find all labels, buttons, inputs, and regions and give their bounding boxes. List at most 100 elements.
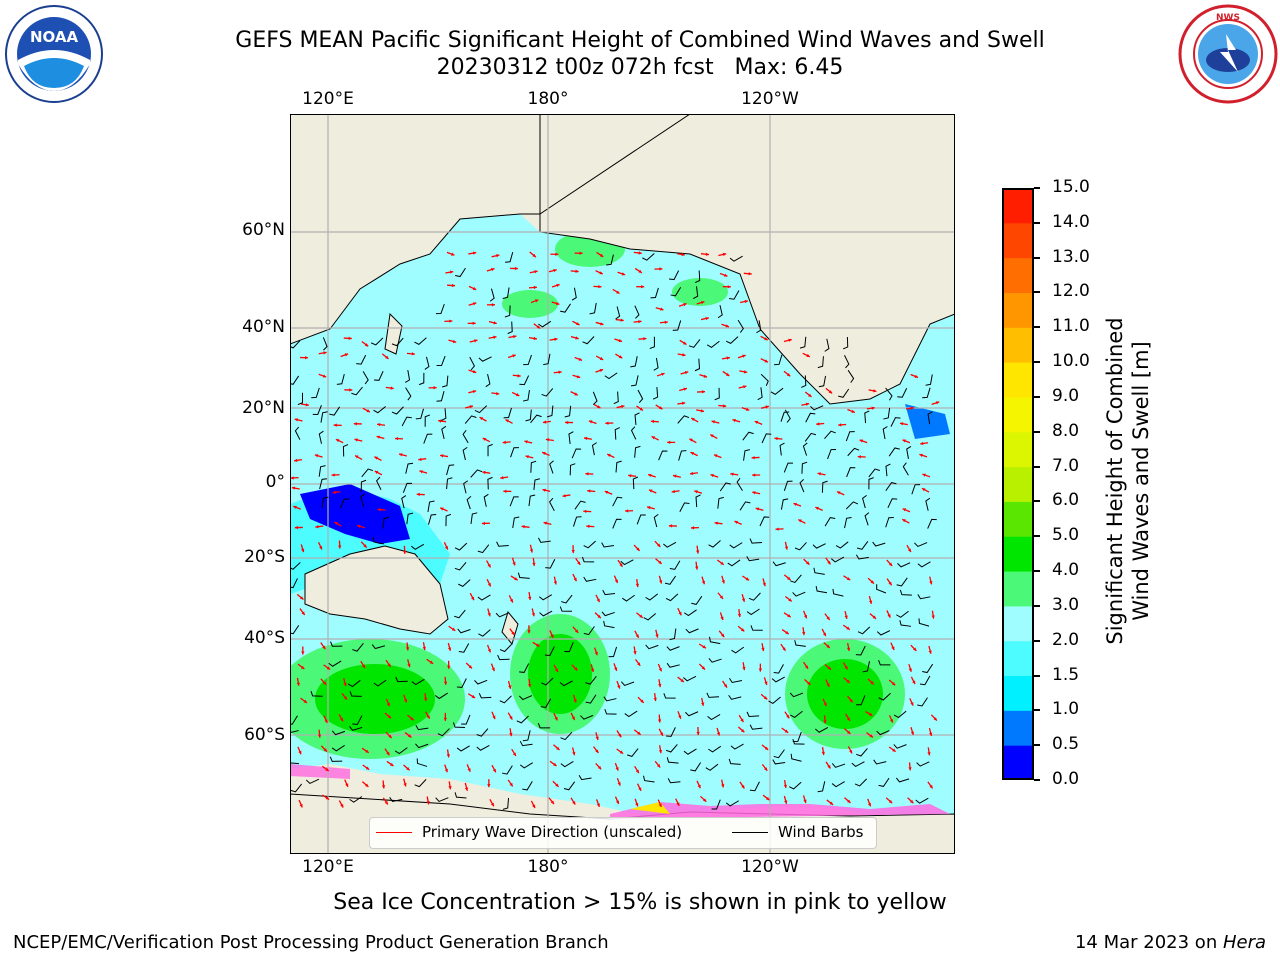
wind-barb (790, 710, 803, 719)
wind-barb (883, 407, 891, 420)
wind-barb (361, 468, 374, 478)
wave-arrow-head (426, 715, 430, 719)
wave-arrow-head (786, 373, 791, 377)
wave-arrow-head (586, 524, 590, 529)
wave-arrow-head (464, 787, 469, 791)
wave-arrow-head (322, 645, 326, 650)
wind-barb (545, 558, 556, 569)
wave-arrow-head (429, 660, 434, 664)
wave-arrow-head (553, 762, 557, 766)
wave-arrow-head (512, 354, 516, 358)
wind-barb (405, 387, 412, 401)
wind-barb (585, 675, 597, 685)
wave-arrow-head (509, 599, 513, 603)
wave-arrow-head (891, 681, 896, 686)
wind-barb (538, 537, 551, 543)
wave-arrow-head (487, 648, 491, 653)
wind-barb (483, 493, 489, 507)
wave-arrow-head (720, 561, 724, 565)
wind-barb (653, 513, 659, 528)
wave-arrow-head (648, 473, 652, 478)
wave-arrow-head (493, 321, 497, 325)
wave-arrow-head (333, 423, 337, 427)
wave-arrow-head (376, 435, 381, 439)
wind-barb (391, 337, 404, 347)
wind-barb (783, 480, 793, 491)
wave-arrow-head (836, 491, 841, 495)
wave-arrow-head (487, 582, 491, 587)
wind-barb (509, 496, 519, 507)
wind-barb (507, 321, 513, 335)
wind-barb (725, 800, 739, 807)
wind-barb (832, 588, 844, 597)
wave-arrow-head (553, 581, 558, 585)
wave-arrow-head (576, 322, 580, 326)
wave-arrow-head (536, 325, 541, 329)
wave-arrow-head (621, 272, 626, 276)
wave-arrow-head (902, 519, 906, 523)
wave-arrow-head (440, 507, 444, 511)
wind-barb (835, 541, 849, 549)
wind-barb (318, 465, 326, 477)
sea-ice-antarctic (610, 802, 950, 819)
wave-arrow-head (490, 802, 494, 807)
wind-barb (578, 774, 592, 781)
wind-barb (478, 693, 492, 699)
wind-barb (917, 594, 931, 600)
wave-arrow-head (681, 252, 685, 257)
wave-arrow-head (658, 683, 662, 688)
wave-arrow-head (784, 546, 789, 550)
wave-arrow-head (635, 583, 640, 588)
wave-arrow-head (534, 270, 538, 274)
wind-barb (844, 516, 852, 529)
colorbar-segment (1002, 745, 1034, 781)
wind-barb (679, 502, 690, 512)
wind-barb (615, 306, 621, 320)
wind-barb (445, 513, 452, 527)
wave-arrow-head (844, 615, 848, 619)
wind-barb (541, 388, 554, 397)
wave-arrow-head (579, 251, 583, 255)
wind-barb (770, 387, 784, 395)
wind-barb (918, 618, 930, 627)
wave-arrow-head (614, 579, 618, 583)
wind-barb (876, 584, 887, 594)
wind-barb (669, 560, 681, 570)
wave-arrow-head (823, 720, 827, 724)
wave-arrow-head (448, 786, 452, 790)
wave-arrow-head (325, 796, 330, 800)
wind-barb (854, 778, 868, 787)
wave-arrow-head (868, 600, 873, 604)
wave-arrow-head (574, 629, 579, 633)
lat-label-0: 0° (265, 472, 285, 492)
wind-barb (878, 660, 891, 666)
colorbar-tick-label: 1.0 (1052, 699, 1080, 720)
wave-arrow-head (531, 612, 536, 617)
colorbar-tick-label: 11.0 (1052, 316, 1090, 337)
wind-barb (632, 476, 639, 490)
wave-arrow-head (594, 651, 598, 656)
wave-arrow-head (491, 267, 495, 272)
wave-arrow-head (872, 615, 877, 619)
wind-barb (902, 462, 909, 476)
wave-arrow-head (542, 488, 546, 492)
wave-arrow-head (596, 598, 600, 603)
wave-arrow-head (788, 338, 792, 342)
wind-barb (601, 611, 615, 617)
wind-barb (711, 799, 721, 810)
wind-barb (612, 518, 622, 529)
nws-logo: NWS (1178, 4, 1278, 104)
wind-barb (478, 629, 491, 637)
wind-barb (458, 643, 470, 653)
wave-arrow-head (503, 489, 507, 493)
wave-arrow-head (682, 341, 687, 345)
wind-barb (730, 743, 744, 750)
wind-barb (608, 646, 618, 658)
chart-title: GEFS MEAN Pacific Significant Height of … (235, 28, 1045, 53)
wind-barb (373, 679, 387, 687)
wind-barb (446, 464, 455, 476)
wind-barb (817, 781, 826, 793)
wave-arrow-head (469, 405, 474, 409)
wave-arrow-head (595, 749, 599, 753)
wind-barb (436, 355, 446, 366)
